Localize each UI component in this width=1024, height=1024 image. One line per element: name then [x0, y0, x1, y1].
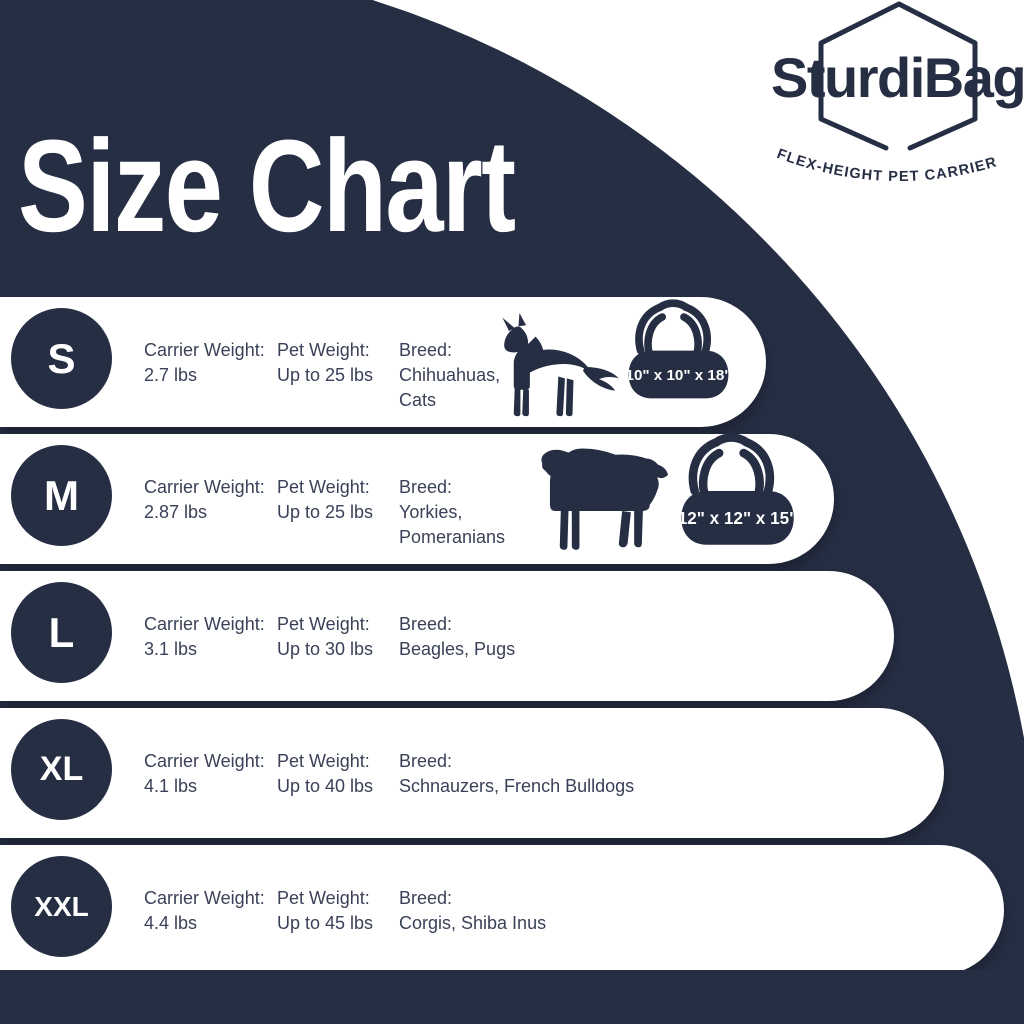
svg-text:10" x 10" x 18": 10" x 10" x 18" — [626, 367, 732, 384]
svg-text:SturdiBag: SturdiBag — [771, 46, 1024, 109]
svg-text:FLEX-HEIGHT PET CARRIER: FLEX-HEIGHT PET CARRIER — [775, 146, 1000, 185]
svg-text:12" x 12" x 15": 12" x 12" x 15" — [678, 509, 797, 528]
